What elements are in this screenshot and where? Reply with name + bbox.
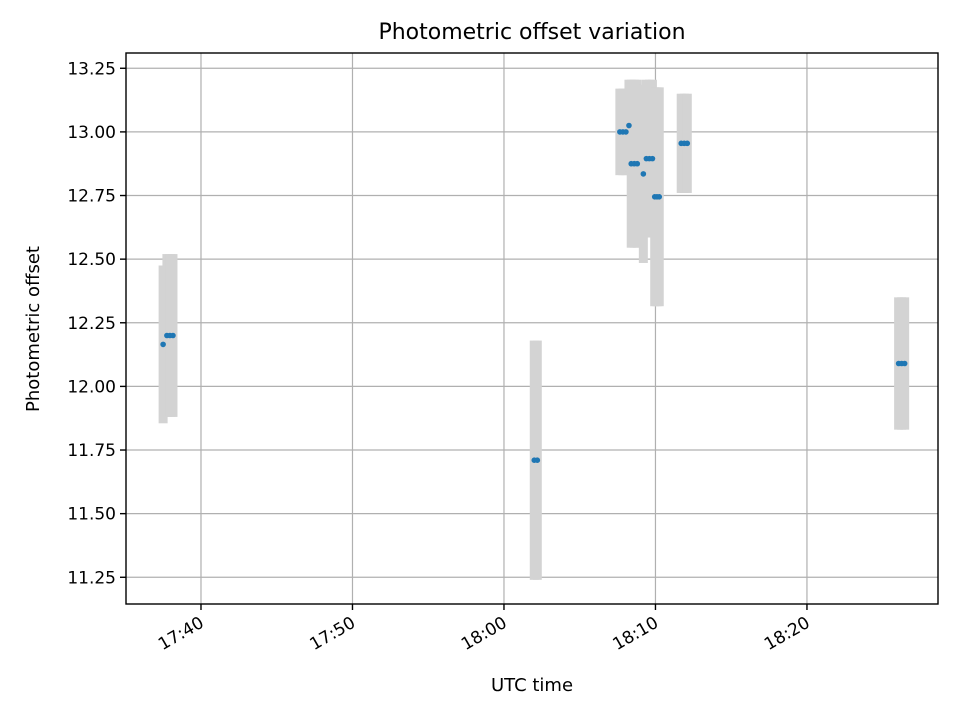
chart-title: Photometric offset variation — [378, 20, 685, 45]
data-points — [160, 122, 908, 464]
x-tick-label: 17:40 — [155, 613, 207, 655]
y-axis-label: Photometric offset — [23, 246, 44, 412]
y-tick-label: 11.50 — [67, 505, 116, 525]
x-tick-label: 18:00 — [458, 613, 510, 655]
x-tick-label: 18:20 — [761, 613, 813, 655]
data-point — [160, 341, 166, 348]
x-tick-labels: 17:40 17:50 18:00 18:10 18:20 — [155, 613, 813, 655]
x-tick-label: 18:10 — [610, 613, 662, 655]
y-tick-label: 11.75 — [67, 441, 116, 461]
data-point — [534, 457, 541, 464]
plot-frame — [125, 52, 939, 605]
y-tick-label: 11.25 — [67, 568, 116, 588]
y-tick-label: 13.00 — [67, 123, 116, 143]
y-tick-label: 13.25 — [67, 59, 116, 79]
axis-ticks — [120, 67, 808, 610]
x-tick-label: 17:50 — [307, 613, 359, 655]
data-point — [649, 155, 656, 162]
y-tick-labels: 11.25 11.50 11.75 12.00 12.25 12.50 12.75 13.00… — [67, 59, 116, 588]
x-axis-label: UTC time — [491, 675, 573, 696]
y-tick-label: 12.75 — [67, 187, 116, 207]
data-point — [684, 140, 691, 147]
data-point — [170, 332, 176, 339]
error-bars — [158, 79, 910, 580]
data-point — [623, 129, 629, 135]
data-point — [626, 122, 632, 129]
y-tick-label: 12.50 — [67, 250, 116, 270]
data-point — [640, 171, 647, 177]
y-tick-label: 12.25 — [67, 314, 116, 334]
data-point — [634, 160, 641, 167]
y-tick-label: 12.00 — [67, 377, 116, 397]
data-point — [656, 193, 663, 200]
data-point — [901, 360, 908, 367]
